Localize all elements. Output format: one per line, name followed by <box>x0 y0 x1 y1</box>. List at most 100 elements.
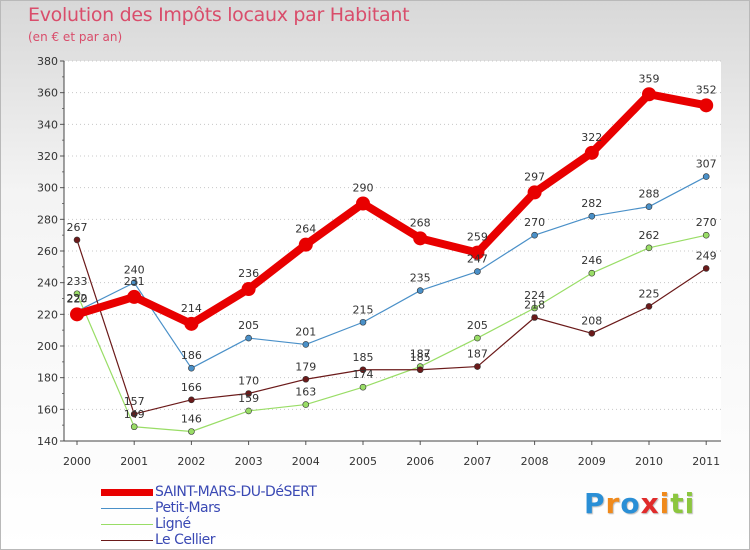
y-tick-label: 160 <box>37 403 58 416</box>
legend-label-petit-mars: Petit-Mars <box>155 500 221 516</box>
data-label-le-cellier: 225 <box>639 287 660 300</box>
data-point-le-cellier <box>130 410 138 418</box>
data-point-petit-mars <box>416 287 424 294</box>
data-point-le-cellier <box>302 375 310 383</box>
x-tick-label: 2000 <box>63 455 91 468</box>
data-point-petit-mars <box>474 268 481 275</box>
data-point-le-cellier <box>588 330 596 337</box>
data-label-petit-mars: 186 <box>181 349 202 362</box>
data-point-le-cellier <box>474 363 481 370</box>
data-point-le-cellier <box>531 314 538 321</box>
x-tick-label: 2009 <box>578 455 606 468</box>
data-label-saint-mars: 214 <box>181 302 202 315</box>
data-label-le-cellier: 185 <box>353 351 374 364</box>
data-point-petit-mars <box>130 279 138 286</box>
y-tick-label: 280 <box>37 213 58 226</box>
data-point-ligne <box>359 383 367 391</box>
data-label-le-cellier: 185 <box>410 351 431 364</box>
legend-label-le-cellier: Le Cellier <box>155 532 216 548</box>
data-point-le-cellier <box>188 396 195 404</box>
data-label-saint-mars: 297 <box>524 170 545 183</box>
y-tick-label: 300 <box>37 182 58 195</box>
data-label-le-cellier: 208 <box>581 314 602 327</box>
data-label-petit-mars: 201 <box>295 325 316 338</box>
data-point-ligne <box>588 269 596 277</box>
y-tick-label: 340 <box>37 118 58 131</box>
data-point-le-cellier <box>359 366 367 374</box>
x-tick-label: 2003 <box>235 455 263 468</box>
data-label-ligne: 246 <box>581 254 602 267</box>
data-label-saint-mars: 236 <box>238 267 259 280</box>
series-line-ligne <box>76 234 707 433</box>
data-point-saint-mars <box>184 316 199 331</box>
data-label-saint-mars: 220 <box>67 292 88 305</box>
data-label-petit-mars: 215 <box>353 303 374 316</box>
data-label-petit-mars: 205 <box>238 319 259 332</box>
data-point-petit-mars <box>588 212 596 220</box>
data-point-ligne <box>302 401 310 408</box>
x-tick-label: 2004 <box>292 455 320 468</box>
y-tick-label: 260 <box>37 245 58 258</box>
legend-swatch-saint-mars <box>101 489 153 496</box>
data-label-saint-mars: 264 <box>295 223 316 236</box>
data-label-ligne: 159 <box>238 392 259 405</box>
data-label-petit-mars: 307 <box>696 158 717 171</box>
data-point-petit-mars <box>302 341 310 348</box>
data-label-petit-mars: 288 <box>639 188 660 201</box>
y-tick-label: 180 <box>37 372 58 385</box>
data-point-le-cellier <box>702 265 710 272</box>
chart-title: Evolution des Impôts locaux par Habitant <box>28 4 410 26</box>
y-tick-label: 240 <box>37 277 58 290</box>
data-point-ligne <box>73 290 81 298</box>
x-tick-label: 2010 <box>635 455 663 468</box>
data-point-petit-mars <box>245 334 252 342</box>
data-label-petit-mars: 247 <box>467 253 488 266</box>
data-label-saint-mars: 359 <box>639 72 660 85</box>
series-line-le-cellier <box>76 239 707 415</box>
data-point-saint-mars <box>70 307 84 322</box>
legend-swatch-le-cellier <box>101 540 153 541</box>
data-label-ligne: 233 <box>67 275 88 288</box>
data-point-saint-mars <box>356 196 370 211</box>
x-tick-label: 2006 <box>406 455 434 468</box>
data-point-le-cellier <box>245 390 252 397</box>
x-tick-label: 2002 <box>177 455 205 468</box>
data-label-ligne: 270 <box>696 216 717 229</box>
x-tick-label: 2008 <box>521 455 549 468</box>
data-point-petit-mars <box>359 318 367 326</box>
data-point-saint-mars <box>298 237 313 252</box>
data-point-ligne <box>130 423 138 431</box>
data-point-saint-mars <box>584 145 599 160</box>
data-label-le-cellier: 218 <box>524 299 545 312</box>
data-label-le-cellier: 179 <box>295 360 316 373</box>
y-tick-label: 320 <box>37 150 58 163</box>
data-label-ligne: 187 <box>410 348 431 361</box>
data-label-le-cellier: 166 <box>181 381 202 394</box>
data-point-saint-mars <box>470 245 485 260</box>
legend-label-ligne: Ligné <box>155 516 191 532</box>
y-tick-label: 140 <box>37 435 58 448</box>
legend-swatch-ligne <box>101 524 153 525</box>
data-label-petit-mars: 282 <box>581 197 602 210</box>
data-point-saint-mars <box>699 98 714 113</box>
data-label-ligne: 174 <box>353 368 374 381</box>
data-point-ligne <box>188 428 195 435</box>
chart-subtitle: (en € et par an) <box>28 30 123 44</box>
data-label-petit-mars: 240 <box>124 264 145 277</box>
data-point-saint-mars <box>241 282 256 296</box>
data-point-ligne <box>702 231 710 239</box>
data-point-petit-mars <box>645 203 653 210</box>
y-tick-label: 200 <box>37 340 58 353</box>
series-line-saint-mars <box>73 90 711 328</box>
data-point-le-cellier <box>73 236 81 244</box>
data-label-ligne: 149 <box>124 408 145 421</box>
data-label-petit-mars: 235 <box>410 272 431 285</box>
data-label-ligne: 146 <box>181 413 202 426</box>
data-label-ligne: 163 <box>295 386 316 399</box>
x-tick-label: 2007 <box>463 455 491 468</box>
data-point-ligne <box>474 334 481 342</box>
data-label-ligne: 224 <box>524 289 545 302</box>
proxiti-logo: Proxiti <box>584 487 696 520</box>
